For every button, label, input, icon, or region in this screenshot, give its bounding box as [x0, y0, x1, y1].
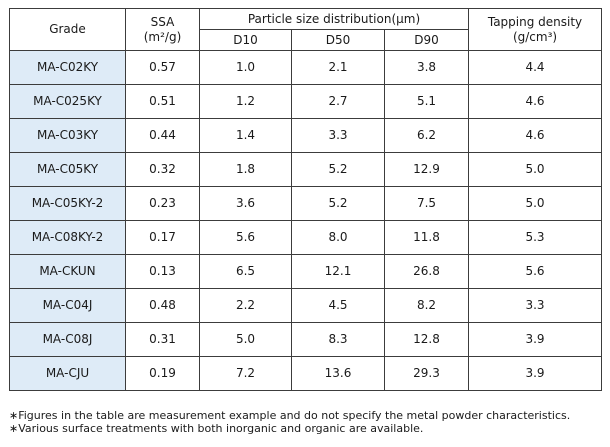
footnote: ∗Various surface treatments with both in…	[9, 422, 424, 435]
ssa-header: SSA (m²/g)	[125, 8, 200, 51]
tapping-density-unit: (g/cm³)	[512, 29, 558, 44]
tapping-density-header: Tapping density (g/cm³)	[468, 8, 603, 51]
d50-cell: 3.3	[291, 118, 385, 153]
ssa-cell: 0.17	[125, 220, 200, 255]
ssa-cell: 0.48	[125, 288, 200, 323]
ssa-cell: 0.51	[125, 84, 200, 119]
d50-cell: 2.1	[291, 50, 385, 85]
d10-cell: 5.0	[199, 322, 292, 357]
tapping-density-cell: 5.0	[468, 186, 603, 221]
psd-header: Particle size distribution(μm)	[198, 8, 470, 30]
d50-cell: 13.6	[291, 356, 385, 391]
d90-cell: 7.5	[383, 186, 470, 221]
grade-cell: MA-C04J	[9, 288, 126, 323]
d50-cell: 5.2	[291, 186, 385, 221]
d90-cell: 26.8	[383, 254, 470, 289]
d10-cell: 1.0	[199, 50, 292, 85]
table-row: MA-C08J 0.31 5.0 8.3 12.8 3.9	[9, 322, 603, 357]
grade-cell: MA-C025KY	[9, 84, 126, 119]
grade-cell: MA-C08J	[9, 322, 126, 357]
tapping-density-cell: 4.6	[468, 118, 603, 153]
d50-header: D50	[291, 29, 385, 51]
d10-cell: 6.5	[199, 254, 292, 289]
grade-cell: MA-C03KY	[9, 118, 126, 153]
d90-header: D90	[383, 29, 470, 51]
tapping-density-cell: 3.9	[468, 322, 603, 357]
d10-cell: 1.2	[199, 84, 292, 119]
d90-cell: 12.8	[383, 322, 470, 357]
grade-header: Grade	[9, 8, 126, 51]
d10-cell: 7.2	[199, 356, 292, 391]
d10-cell: 1.8	[199, 152, 292, 187]
d50-cell: 8.3	[291, 322, 385, 357]
d10-cell: 5.6	[199, 220, 292, 255]
tapping-density-cell: 4.6	[468, 84, 603, 119]
grade-cell: MA-C05KY	[9, 152, 126, 187]
d90-cell: 3.8	[383, 50, 470, 85]
tapping-density-cell: 5.0	[468, 152, 603, 187]
ssa-cell: 0.32	[125, 152, 200, 187]
grade-cell: MA-C02KY	[9, 50, 126, 85]
d50-cell: 5.2	[291, 152, 385, 187]
table-row: MA-C05KY 0.32 1.8 5.2 12.9 5.0	[9, 152, 603, 187]
ssa-unit: (m²/g)	[143, 29, 182, 44]
table-row: MA-CJU 0.19 7.2 13.6 29.3 3.9	[9, 356, 603, 391]
specs-table: Grade SSA (m²/g) Particle size distribut…	[9, 8, 603, 391]
tapping-density-cell: 5.6	[468, 254, 603, 289]
ssa-cell: 0.13	[125, 254, 200, 289]
d90-cell: 11.8	[383, 220, 470, 255]
d90-cell: 12.9	[383, 152, 470, 187]
table-row: MA-C08KY-2 0.17 5.6 8.0 11.8 5.3	[9, 220, 603, 255]
table-row: MA-C04J 0.48 2.2 4.5 8.2 3.3	[9, 288, 603, 323]
tapping-density-label: Tapping density	[487, 14, 583, 29]
d90-cell: 6.2	[383, 118, 470, 153]
table-row: MA-C02KY 0.57 1.0 2.1 3.8 4.4	[9, 50, 603, 85]
grade-cell: MA-CJU	[9, 356, 126, 391]
d50-cell: 4.5	[291, 288, 385, 323]
table-row: MA-CKUN 0.13 6.5 12.1 26.8 5.6	[9, 254, 603, 289]
grade-cell: MA-CKUN	[9, 254, 126, 289]
d10-cell: 1.4	[199, 118, 292, 153]
ssa-cell: 0.19	[125, 356, 200, 391]
grade-cell: MA-C08KY-2	[9, 220, 126, 255]
ssa-cell: 0.23	[125, 186, 200, 221]
tapping-density-cell: 3.9	[468, 356, 603, 391]
d10-cell: 2.2	[199, 288, 292, 323]
grade-cell: MA-C05KY-2	[9, 186, 126, 221]
table-body: MA-C02KY 0.57 1.0 2.1 3.8 4.4 MA-C025KY …	[9, 50, 603, 391]
ssa-cell: 0.57	[125, 50, 200, 85]
ssa-cell: 0.31	[125, 322, 200, 357]
ssa-label: SSA	[150, 14, 175, 29]
footnote: ∗Figures in the table are measurement ex…	[9, 409, 571, 422]
d90-cell: 5.1	[383, 84, 470, 119]
d90-cell: 29.3	[383, 356, 470, 391]
d90-cell: 8.2	[383, 288, 470, 323]
table-row: MA-C05KY-2 0.23 3.6 5.2 7.5 5.0	[9, 186, 603, 221]
footnotes: ∗Figures in the table are measurement ex…	[9, 409, 570, 435]
tapping-density-cell: 4.4	[468, 50, 603, 85]
d50-cell: 12.1	[291, 254, 385, 289]
d50-cell: 2.7	[291, 84, 385, 119]
d10-cell: 3.6	[199, 186, 292, 221]
table-row: MA-C03KY 0.44 1.4 3.3 6.2 4.6	[9, 118, 603, 153]
d10-header: D10	[199, 29, 292, 51]
table-row: MA-C025KY 0.51 1.2 2.7 5.1 4.6	[9, 84, 603, 119]
tapping-density-cell: 3.3	[468, 288, 603, 323]
ssa-cell: 0.44	[125, 118, 200, 153]
d50-cell: 8.0	[291, 220, 385, 255]
tapping-density-cell: 5.3	[468, 220, 603, 255]
